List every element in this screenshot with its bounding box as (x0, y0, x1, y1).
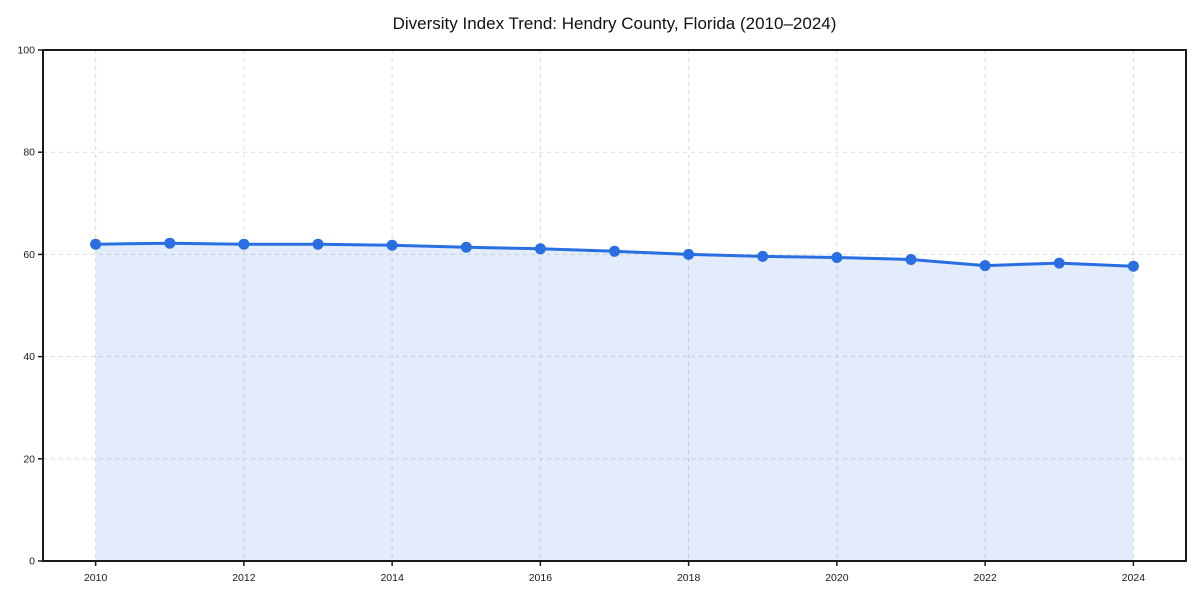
data-point-marker (90, 238, 102, 250)
plot-frame (42, 49, 1187, 562)
data-point-marker (979, 260, 991, 272)
x-tick-label: 2024 (1122, 572, 1146, 584)
y-tick-label: 80 (23, 147, 35, 159)
y-tick-label: 100 (17, 45, 35, 57)
chart-title: Diversity Index Trend: Hendry County, Fl… (393, 14, 837, 33)
x-tick-label: 2012 (232, 572, 256, 584)
y-tick-label: 40 (23, 351, 35, 363)
data-point-marker (831, 252, 843, 263)
x-tick-label: 2020 (825, 572, 849, 584)
x-tick-label: 2010 (84, 572, 108, 584)
data-point-marker (386, 239, 398, 251)
x-tick-label: 2014 (380, 572, 404, 584)
data-point-marker (460, 241, 472, 253)
y-tick-label: 60 (23, 249, 35, 261)
data-point-marker (312, 238, 324, 250)
x-tick-label: 2022 (973, 572, 997, 584)
y-tick-label: 20 (23, 453, 35, 465)
series-area-fill (95, 243, 1134, 561)
data-point-marker (609, 245, 620, 257)
x-tick-label: 2018 (677, 572, 701, 584)
data-point-marker (757, 250, 769, 262)
y-tick-label: 0 (29, 556, 35, 568)
x-tick-label: 2016 (529, 572, 553, 584)
data-point-marker (1053, 257, 1065, 269)
data-point-marker (905, 254, 917, 265)
data-point-marker (1127, 260, 1139, 272)
data-point-marker (164, 237, 176, 249)
data-point-marker (534, 243, 546, 255)
data-point-marker (238, 238, 250, 250)
data-point-marker (683, 248, 695, 260)
